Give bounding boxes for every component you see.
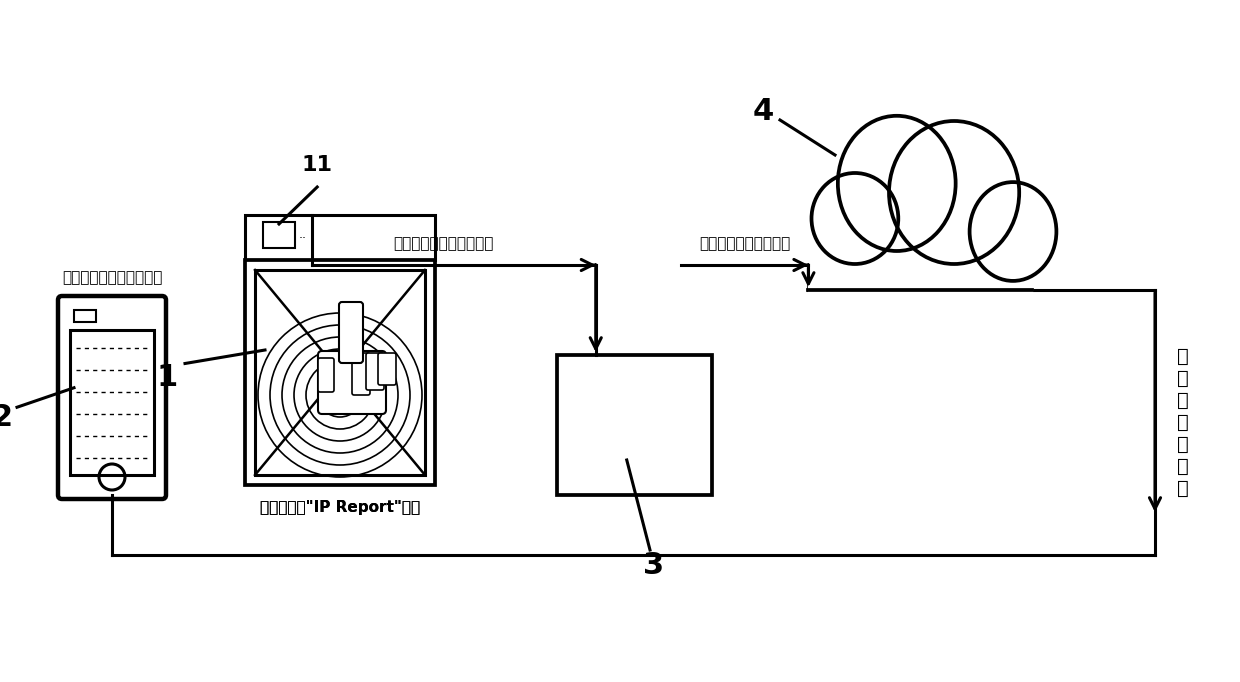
FancyBboxPatch shape xyxy=(317,351,386,414)
Ellipse shape xyxy=(811,173,898,264)
Text: 用户先点击要登记的机位: 用户先点击要登记的机位 xyxy=(62,270,162,285)
Text: 3: 3 xyxy=(642,550,663,580)
Text: 4: 4 xyxy=(753,98,774,126)
Ellipse shape xyxy=(838,116,956,251)
FancyBboxPatch shape xyxy=(557,355,712,495)
FancyBboxPatch shape xyxy=(69,330,154,475)
Text: 矿机通过局域网发送数据: 矿机通过局域网发送数据 xyxy=(393,236,494,251)
FancyBboxPatch shape xyxy=(255,270,425,475)
FancyBboxPatch shape xyxy=(246,260,435,485)
Text: 将收到的信息上报云端: 将收到的信息上报云端 xyxy=(699,236,790,251)
Text: 发
送
结
果
到
手
机: 发 送 结 果 到 手 机 xyxy=(1177,347,1189,498)
Ellipse shape xyxy=(889,121,1019,264)
FancyBboxPatch shape xyxy=(378,353,396,385)
FancyBboxPatch shape xyxy=(366,353,384,390)
Text: 点击矿机的"IP Report"按钮: 点击矿机的"IP Report"按钮 xyxy=(260,500,420,515)
Bar xyxy=(808,284,1032,361)
FancyBboxPatch shape xyxy=(263,222,295,248)
Text: 11: 11 xyxy=(301,155,332,175)
FancyBboxPatch shape xyxy=(246,215,435,260)
FancyBboxPatch shape xyxy=(74,310,95,322)
Text: ..: .. xyxy=(299,228,308,241)
Bar xyxy=(808,284,1032,361)
FancyBboxPatch shape xyxy=(339,302,363,363)
FancyBboxPatch shape xyxy=(352,353,370,395)
FancyBboxPatch shape xyxy=(58,296,166,499)
Text: 点击矿机的"IP Report"按钮: 点击矿机的"IP Report"按钮 xyxy=(260,500,420,515)
Ellipse shape xyxy=(970,182,1056,281)
FancyBboxPatch shape xyxy=(317,358,334,392)
Text: 2: 2 xyxy=(0,402,12,432)
Text: 1: 1 xyxy=(156,363,177,391)
